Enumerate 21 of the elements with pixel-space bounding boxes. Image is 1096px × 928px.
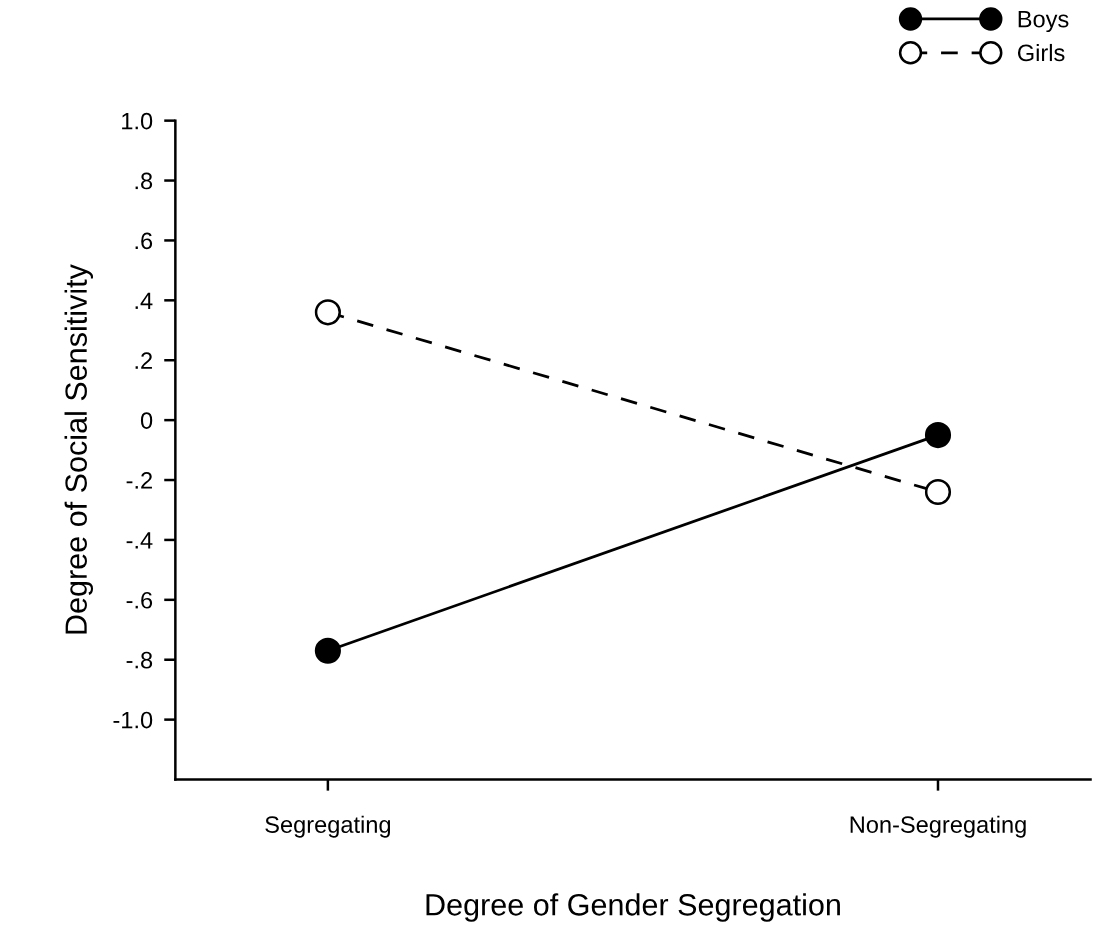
y-tick-label: -.8 — [126, 651, 153, 669]
y-tick-label: -1.0 — [113, 711, 153, 729]
x-tick-label: Non-Segregating — [850, 815, 1026, 838]
y-axis-title: Degree of Social Sensitivity — [64, 264, 94, 634]
y-tick-label: .2 — [135, 352, 152, 369]
y-tick-label: .4 — [135, 292, 153, 309]
y-tick-label: .8 — [135, 172, 153, 190]
x-tick-label: Segregating — [265, 815, 391, 838]
y-tick-label: -.2 — [126, 472, 152, 489]
point — [924, 478, 952, 506]
y-tick-label: -.6 — [126, 591, 153, 609]
y-tick-label: 1.0 — [122, 112, 153, 130]
point — [924, 422, 952, 449]
y-tick-label: 0 — [140, 412, 153, 429]
y-tick-label: -.4 — [126, 532, 153, 549]
x-axis-title: Degree of Gender Segregation — [426, 893, 840, 922]
legend-label: Girls — [1017, 43, 1065, 62]
y-tick-label: .6 — [135, 232, 153, 250]
point — [314, 637, 341, 664]
legend-label: Boys — [1018, 10, 1069, 33]
point — [314, 299, 341, 326]
